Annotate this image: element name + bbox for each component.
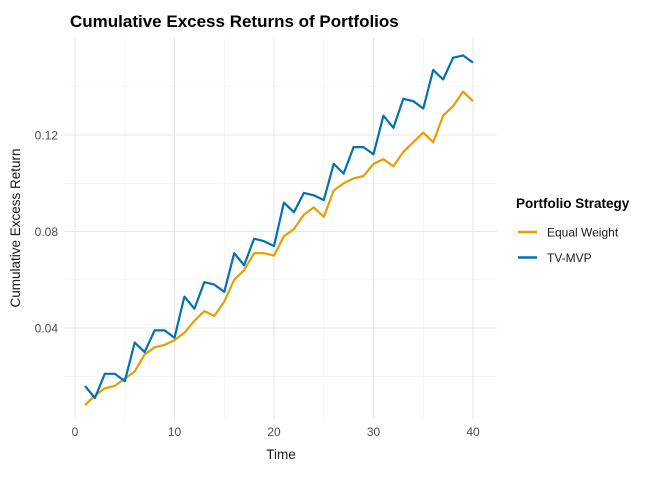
x-tick-label: 20 bbox=[267, 425, 281, 439]
x-tick-label: 10 bbox=[168, 425, 182, 439]
legend-label: TV-MVP bbox=[547, 251, 592, 265]
x-tick-label: 30 bbox=[367, 425, 381, 439]
x-tick-label: 40 bbox=[466, 425, 480, 439]
legend: Portfolio Strategy Equal Weight TV-MVP bbox=[516, 196, 630, 265]
legend-items: Equal Weight TV-MVP bbox=[518, 226, 619, 265]
legend-title: Portfolio Strategy bbox=[516, 196, 630, 211]
y-tick-label: 0.08 bbox=[35, 225, 59, 239]
x-axis-title: Time bbox=[266, 447, 296, 462]
y-axis-title: Cumulative Excess Return bbox=[8, 148, 23, 307]
axis-tick-labels: 0.04 0.08 0.12 0 10 20 30 40 bbox=[35, 129, 480, 440]
x-tick-label: 0 bbox=[72, 425, 79, 439]
y-tick-label: 0.12 bbox=[35, 129, 59, 143]
legend-item: Equal Weight bbox=[518, 226, 619, 240]
chart-title: Cumulative Excess Returns of Portfolios bbox=[70, 12, 399, 31]
y-tick-label: 0.04 bbox=[35, 322, 59, 336]
series-line-tv-mvp bbox=[84, 54, 474, 400]
series-line-equal-weight bbox=[84, 90, 474, 406]
gridlines bbox=[64, 38, 497, 419]
legend-label: Equal Weight bbox=[547, 226, 619, 240]
data-series bbox=[84, 54, 474, 406]
legend-item: TV-MVP bbox=[518, 251, 592, 265]
